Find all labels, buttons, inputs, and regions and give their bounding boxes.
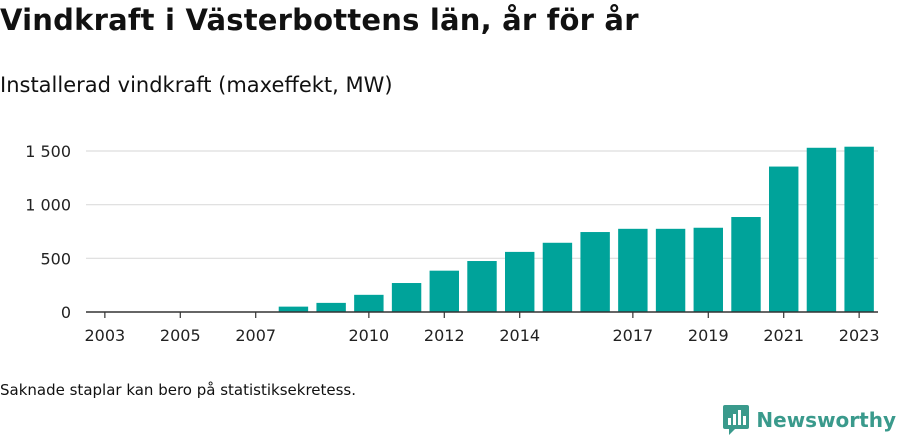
bar-2013 <box>467 261 497 312</box>
y-tick-labels: 0 500 1 000 1 500 <box>25 142 71 322</box>
y-tick-label: 500 <box>40 249 71 268</box>
bar-2019 <box>693 227 723 312</box>
axes <box>86 311 878 318</box>
x-tick-label: 2012 <box>424 326 465 345</box>
bar-2015 <box>542 242 573 312</box>
bar-2008 <box>278 306 309 312</box>
x-tick-labels: 2003 2005 2007 2010 2012 2014 2017 2019 2021 2023 <box>84 326 879 345</box>
bar-2009 <box>316 302 346 312</box>
x-tick-label: 2007 <box>235 326 276 345</box>
bar-2011 <box>391 283 422 312</box>
bar-2010 <box>354 294 384 312</box>
bars <box>278 146 874 312</box>
bar-2020 <box>731 217 761 312</box>
footnote: Saknade staplar kan bero på statistiksek… <box>0 381 357 399</box>
y-tick-label: 0 <box>61 303 71 322</box>
chart-title: Vindkraft i Västerbottens län, år för år <box>0 3 639 37</box>
bar-2017 <box>618 228 648 312</box>
x-tick-label: 2021 <box>763 326 804 345</box>
y-tick-label: 1 000 <box>25 196 71 215</box>
x-tick-label: 2005 <box>160 326 201 345</box>
bar-2022 <box>806 147 837 312</box>
bar-2023 <box>844 146 874 312</box>
bar-2016 <box>580 232 610 312</box>
x-tick-label: 2023 <box>839 326 880 345</box>
x-tick-label: 2014 <box>499 326 540 345</box>
bar-2012 <box>429 270 459 312</box>
x-tick-label: 2010 <box>348 326 389 345</box>
chart-subtitle: Installerad vindkraft (maxeffekt, MW) <box>0 73 393 97</box>
x-tick-label: 2003 <box>84 326 125 345</box>
bar-2021 <box>769 166 799 312</box>
y-tick-label: 1 500 <box>25 142 71 161</box>
newsworthy-logo-icon <box>723 405 750 435</box>
x-tick-label: 2019 <box>688 326 729 345</box>
x-tick-label: 2017 <box>612 326 653 345</box>
brand-name: Newsworthy <box>756 408 896 432</box>
bar-2014 <box>505 251 535 312</box>
brand-logo[interactable]: Newsworthy <box>722 404 896 436</box>
bar-2018 <box>655 228 686 312</box>
